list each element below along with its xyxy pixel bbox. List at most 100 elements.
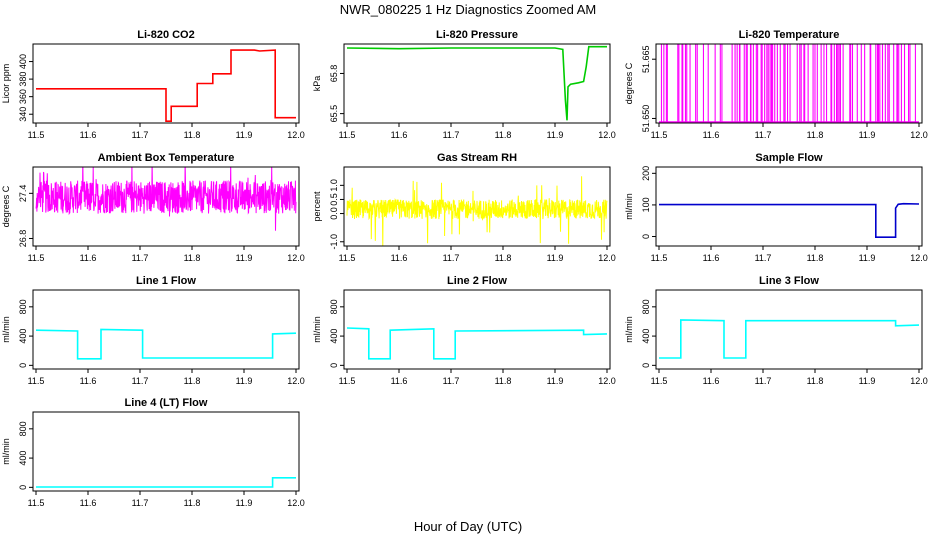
panel-title: Li-820 CO2 [137, 29, 194, 41]
series-line [346, 176, 608, 246]
plot-frame [343, 289, 611, 370]
panel-ylabel: percent [312, 191, 322, 222]
x-tick-label: 11.8 [184, 376, 201, 386]
x-tick-label: 11.9 [859, 376, 876, 386]
panel-title: Ambient Box Temperature [98, 152, 235, 164]
x-tick-label: 11.6 [703, 376, 720, 386]
x-tick-label: 11.7 [132, 253, 149, 263]
y-tick-label: 100 [641, 197, 651, 212]
series-line [35, 167, 297, 231]
series-sample-flow [659, 202, 920, 238]
x-tick-label: 12.0 [598, 253, 616, 263]
panel-title: Li-820 Temperature [739, 29, 840, 41]
series-line-1-flow [35, 328, 297, 360]
panel-title: Line 3 Flow [759, 275, 819, 287]
y-tick-label: 800 [18, 421, 28, 436]
y-tick-label: 340 [18, 107, 28, 122]
series-line [35, 328, 297, 360]
x-tick-label: 11.7 [132, 498, 149, 508]
y-tick-label: 51.650 [641, 105, 651, 133]
x-tick-label: 11.6 [391, 253, 408, 263]
x-tick-label: 12.0 [910, 130, 928, 140]
x-tick-label: 11.5 [28, 253, 45, 263]
panel-ylabel: ml/min [624, 316, 634, 343]
y-tick-label: 1.0 [329, 179, 339, 192]
x-tick-label: 11.7 [443, 253, 460, 263]
plot-frame [32, 411, 300, 492]
series-ambient-box-temperature [35, 167, 297, 231]
series-line-4-lt-flow [36, 476, 296, 488]
y-tick-label: 400 [18, 451, 28, 466]
x-tick-label: 11.9 [859, 253, 876, 263]
panel-line-4-lt-flow: Line 4 (LT) Flow ml/min 0 400 800 11.5 11.6 11.… [1, 397, 305, 508]
panel-line-2-flow: Line 2 Flow ml/min 0 400 800 11.5 11.6 11.7 11.8… [312, 275, 616, 386]
plot-frame [32, 166, 300, 247]
y-tick-label: 800 [641, 299, 651, 314]
x-tick-label: 11.9 [859, 130, 876, 140]
series-line [659, 319, 920, 359]
panel-ylabel: ml/min [624, 193, 634, 220]
y-tick-label: 400 [329, 329, 339, 344]
x-tick-label: 11.5 [339, 253, 356, 263]
plot-frame [32, 43, 300, 124]
series-line [36, 476, 296, 488]
x-tick-label: 11.8 [807, 376, 824, 386]
x-tick-label: 11.7 [443, 376, 460, 386]
y-tick-label: 0.0 [329, 207, 339, 220]
panel-ylabel: ml/min [1, 438, 11, 465]
y-tick-label: 0 [18, 485, 28, 490]
x-tick-label: 11.7 [755, 376, 772, 386]
panel-ylabel: degrees C [1, 185, 11, 227]
y-tick-label: 360 [18, 89, 28, 104]
y-tick-label: 400 [18, 329, 28, 344]
y-tick-label: 65.5 [329, 105, 339, 123]
x-tick-label: 11.8 [184, 253, 201, 263]
plot-frame [32, 289, 300, 370]
x-tick-label: 11.9 [547, 253, 564, 263]
panel-ambient-box-temperature: Ambient Box Temperature degrees C 26.8 27.4… [1, 152, 305, 263]
panel-sample-flow: Sample Flow ml/min 0 100 200 11.5 11.6 11.7 11.8… [624, 152, 928, 263]
y-tick-label: 27.4 [18, 185, 28, 203]
x-tick-label: 12.0 [910, 376, 928, 386]
x-tick-label: 11.6 [391, 130, 408, 140]
x-tick-label: 11.6 [80, 498, 97, 508]
figure-title: NWR_080225 1 Hz Diagnostics Zoomed AM [340, 2, 597, 17]
x-tick-label: 11.9 [236, 498, 253, 508]
x-tick-label: 11.8 [495, 253, 512, 263]
x-tick-label: 11.5 [28, 498, 45, 508]
x-tick-label: 12.0 [287, 376, 305, 386]
x-tick-label: 11.8 [184, 498, 201, 508]
y-tick-label: 800 [329, 299, 339, 314]
figure-xlabel: Hour of Day (UTC) [414, 519, 522, 534]
x-tick-label: 11.9 [547, 130, 564, 140]
x-tick-label: 11.9 [236, 130, 253, 140]
series-line-2-flow [346, 327, 608, 360]
y-tick-label: 0 [641, 363, 651, 368]
panel-line-3-flow: Line 3 Flow ml/min 0 400 800 11.5 11.6 11.7 11.8… [624, 275, 928, 386]
plot-frame [655, 289, 923, 370]
panel-ylabel: degrees C [624, 62, 634, 104]
panel-ylabel: kPa [312, 76, 322, 92]
x-tick-label: 12.0 [287, 253, 305, 263]
panel-li-820-temperature: Li-820 Temperature degrees C 51.650 51.665 1… [624, 29, 928, 140]
x-tick-label: 11.7 [443, 130, 460, 140]
x-tick-label: 12.0 [598, 376, 616, 386]
panel-title: Gas Stream RH [437, 152, 517, 164]
x-tick-label: 11.8 [495, 130, 512, 140]
x-tick-label: 11.5 [651, 376, 668, 386]
x-tick-label: 12.0 [910, 253, 928, 263]
x-tick-label: 11.6 [80, 376, 97, 386]
x-tick-label: 11.7 [132, 130, 149, 140]
plot-frame [343, 43, 611, 124]
panels-group: Li-820 CO2 Licor ppm 340 360 380 400 11.5 11.6 1… [1, 29, 928, 508]
y-tick-label: 0.5 [329, 193, 339, 206]
panel-title: Line 2 Flow [447, 275, 507, 287]
panel-title: Line 4 (LT) Flow [125, 397, 208, 409]
x-tick-label: 11.7 [755, 253, 772, 263]
y-tick-label: 400 [18, 54, 28, 69]
series-line [659, 202, 920, 238]
series-line-3-flow [659, 319, 920, 359]
y-tick-label: 65.8 [329, 65, 339, 83]
x-tick-label: 11.8 [495, 376, 512, 386]
